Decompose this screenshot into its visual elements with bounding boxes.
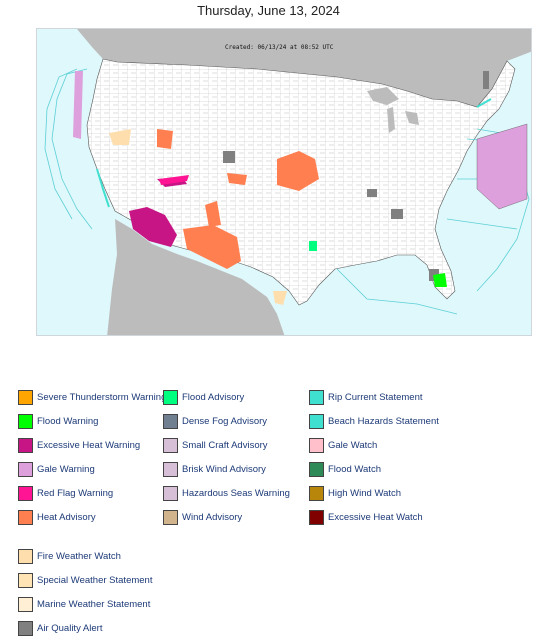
legend-item-brisk-wind-advisory: Brisk Wind Advisory <box>163 461 266 477</box>
heat-advisory-utah <box>157 129 173 149</box>
legend-swatch <box>18 485 33 501</box>
heat-advisory-az-nm <box>205 201 221 227</box>
weather-alerts-map: Created: 06/13/24 at 08:52 UTC <box>36 28 532 336</box>
legend-item-fire-weather-watch: Fire Weather Watch <box>18 548 121 564</box>
us-map-svg: Created: 06/13/24 at 08:52 UTC <box>37 29 531 335</box>
legend-swatch <box>18 461 33 477</box>
legend-swatch <box>18 572 33 588</box>
legend-swatch <box>309 413 324 429</box>
lake-superior <box>367 87 399 105</box>
legend-item-dense-fog-advisory: Dense Fog Advisory <box>163 413 267 429</box>
legend-swatch <box>163 413 178 429</box>
legend-item-flood-watch: Flood Watch <box>309 461 381 477</box>
legend-swatch <box>163 437 178 453</box>
legend-item-flood-advisory: Flood Advisory <box>163 389 244 405</box>
legend-item-gale-warning: Gale Warning <box>18 461 95 477</box>
legend-swatch <box>18 596 33 612</box>
mexico-land <box>107 219 285 335</box>
fire-weather-watch-texas <box>273 291 287 305</box>
fire-weather-watch-area <box>109 129 131 145</box>
beach-hazards-california <box>96 168 110 208</box>
legend-item-high-wind-watch: High Wind Watch <box>309 485 401 501</box>
legend-swatch <box>18 389 33 405</box>
legend-item-excessive-heat-watch: Excessive Heat Watch <box>309 509 423 525</box>
legend-item-small-craft-advisory: Small Craft Advisory <box>163 437 268 453</box>
rip-current-maine <box>476 98 492 108</box>
lake-michigan <box>387 107 395 133</box>
legend-swatch <box>309 509 324 525</box>
excessive-heat-warning-area <box>129 207 177 247</box>
canada-land <box>37 29 531 107</box>
legend-swatch <box>18 620 33 636</box>
legend-item-excessive-heat-warning: Excessive Heat Warning <box>18 437 140 453</box>
legend-swatch <box>18 548 33 564</box>
legend-item-heat-advisory: Heat Advisory <box>18 509 96 525</box>
lake-huron <box>405 111 419 125</box>
legend-swatch <box>309 461 324 477</box>
gale-warning-zone-pacific <box>73 71 83 139</box>
legend-swatch <box>18 413 33 429</box>
legend-item-marine-weather-statement: Marine Weather Statement <box>18 596 150 612</box>
legend-item-air-quality-alert: Air Quality Alert <box>18 620 102 636</box>
legend-swatch <box>309 389 324 405</box>
heat-advisory-nm <box>183 225 241 269</box>
legend-swatch <box>309 437 324 453</box>
flood-advisory-texas <box>309 241 317 251</box>
heat-advisory-co <box>227 173 247 185</box>
flood-warning-florida <box>433 273 447 287</box>
legend-swatch <box>163 485 178 501</box>
legend-item-hazardous-seas-warning: Hazardous Seas Warning <box>163 485 290 501</box>
legend-item-rip-current-statement: Rip Current Statement <box>309 389 423 405</box>
red-flag-warning-area <box>159 175 189 185</box>
legend-item-severe-thunderstorm-warning: Severe Thunderstorm Warning <box>18 389 166 405</box>
heat-advisory-kansas <box>277 151 319 191</box>
marine-zones <box>44 68 530 315</box>
legend-item-red-flag-warning: Red Flag Warning <box>18 485 113 501</box>
legend-item-flood-warning: Flood Warning <box>18 413 98 429</box>
gale-warning-zone-atlantic <box>476 123 528 210</box>
legend-item-special-weather-statement: Special Weather Statement <box>18 572 152 588</box>
created-stamp: Created: 06/13/24 at 08:52 UTC <box>225 44 334 51</box>
legend-swatch <box>18 509 33 525</box>
legend-swatch <box>163 461 178 477</box>
legend-swatch <box>163 509 178 525</box>
date-title: Thursday, June 13, 2024 <box>197 3 340 18</box>
legend-item-wind-advisory: Wind Advisory <box>163 509 242 525</box>
legend-swatch <box>309 485 324 501</box>
legend-swatch <box>18 437 33 453</box>
legend-item-gale-watch: Gale Watch <box>309 437 377 453</box>
legend-item-beach-hazards-statement: Beach Hazards Statement <box>309 413 439 429</box>
legend-swatch <box>163 389 178 405</box>
